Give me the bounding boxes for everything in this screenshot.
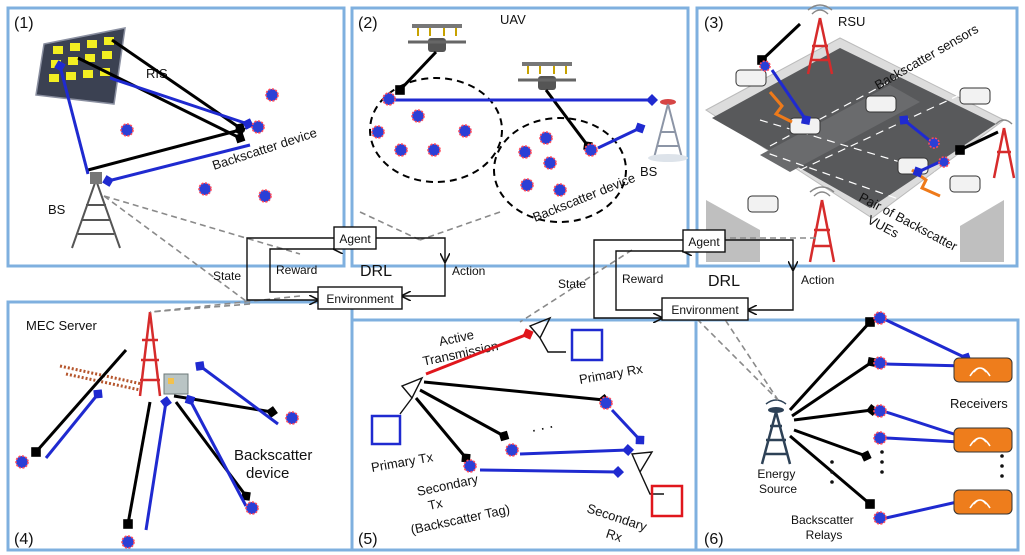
drl-loop-left (246, 237, 445, 300)
ris-links (54, 38, 254, 187)
state-label-right: State (558, 277, 586, 291)
cognitive-links (414, 328, 645, 478)
uav-icon-2 (518, 62, 576, 90)
mec-links (31, 349, 279, 531)
mec-server-label: MEC Server (26, 318, 97, 333)
drl-loop-right (593, 239, 793, 318)
backscatter-nodes-panel-5 (463, 396, 613, 473)
backscatter-device-label-4: Backscatter device (234, 447, 317, 482)
relay-links (788, 317, 972, 520)
panel-label-1: (1) (14, 15, 34, 32)
rsu-tower-icon-3 (808, 186, 836, 263)
reward-label-right: Reward (622, 272, 663, 286)
panel-label-4: (4) (14, 531, 34, 548)
relay-ellipsis-icon (830, 450, 1004, 484)
dashed-connectors (103, 195, 818, 401)
bs-label-1: BS (48, 202, 66, 217)
bs-tower-icon-2 (648, 99, 688, 162)
action-label-right: Action (801, 273, 834, 287)
energy-source-label: Energy Source (757, 467, 798, 496)
uav-coverage-2 (493, 117, 627, 223)
reward-label-left: Reward (276, 263, 317, 277)
drl-label-right: DRL (708, 273, 740, 290)
uav-icon-1 (408, 24, 466, 52)
backscatter-nodes-panel-2 (371, 92, 598, 197)
uav-coverage-1 (369, 77, 503, 183)
environment-box-left (317, 286, 403, 310)
panel-2 (350, 6, 690, 268)
environment-label-left: Environment (326, 292, 394, 306)
bs-label-2: BS (640, 164, 658, 179)
mec-server-icon (59, 311, 189, 397)
receivers-label: Receivers (950, 396, 1008, 411)
energy-source-icon (760, 399, 792, 465)
rsu-tower-icon (806, 4, 834, 75)
agent-label-left: Agent (339, 232, 371, 246)
backscatter-nodes-panel-1 (120, 88, 279, 203)
state-label-left: State (213, 269, 241, 283)
panel-5 (350, 318, 698, 552)
environment-box-right (661, 297, 749, 321)
bs-tower-icon (71, 172, 121, 249)
vehicle-links (757, 22, 999, 198)
primary-rx-antenna-icon (528, 316, 604, 362)
backscatter-nodes-panel-3 (759, 60, 950, 168)
panel-label-3: (3) (704, 15, 724, 32)
environment-label-right: Environment (671, 303, 739, 317)
backscatter-nodes-panel-6 (873, 311, 887, 525)
agent-box-left (333, 226, 377, 250)
ris-surface-icon (35, 27, 126, 105)
panel-label-5: (5) (358, 531, 378, 548)
agent-box-right (682, 229, 726, 253)
ris-label: RIS (146, 66, 168, 81)
agent-label-right: Agent (688, 235, 720, 249)
primary-tx-antenna-icon (370, 376, 424, 446)
ellipsis-label: . . . (529, 415, 554, 436)
action-label-left: Action (452, 264, 485, 278)
panel-4 (6, 300, 354, 552)
panel-label-2: (2) (358, 15, 378, 32)
drl-label-left: DRL (360, 263, 392, 280)
uav-links (395, 50, 658, 151)
uav-label: UAV (500, 12, 526, 27)
secondary-rx-antenna-icon (630, 451, 684, 518)
backscatter-relays-label: Backscatter Relays (791, 513, 857, 542)
rsu-tower-icon-2 (992, 119, 1016, 179)
rsu-label: RSU (838, 14, 865, 29)
receiver-phone-icons (953, 357, 1013, 515)
panel-label-6: (6) (704, 531, 724, 548)
backscatter-nodes-panel-4 (15, 411, 299, 549)
